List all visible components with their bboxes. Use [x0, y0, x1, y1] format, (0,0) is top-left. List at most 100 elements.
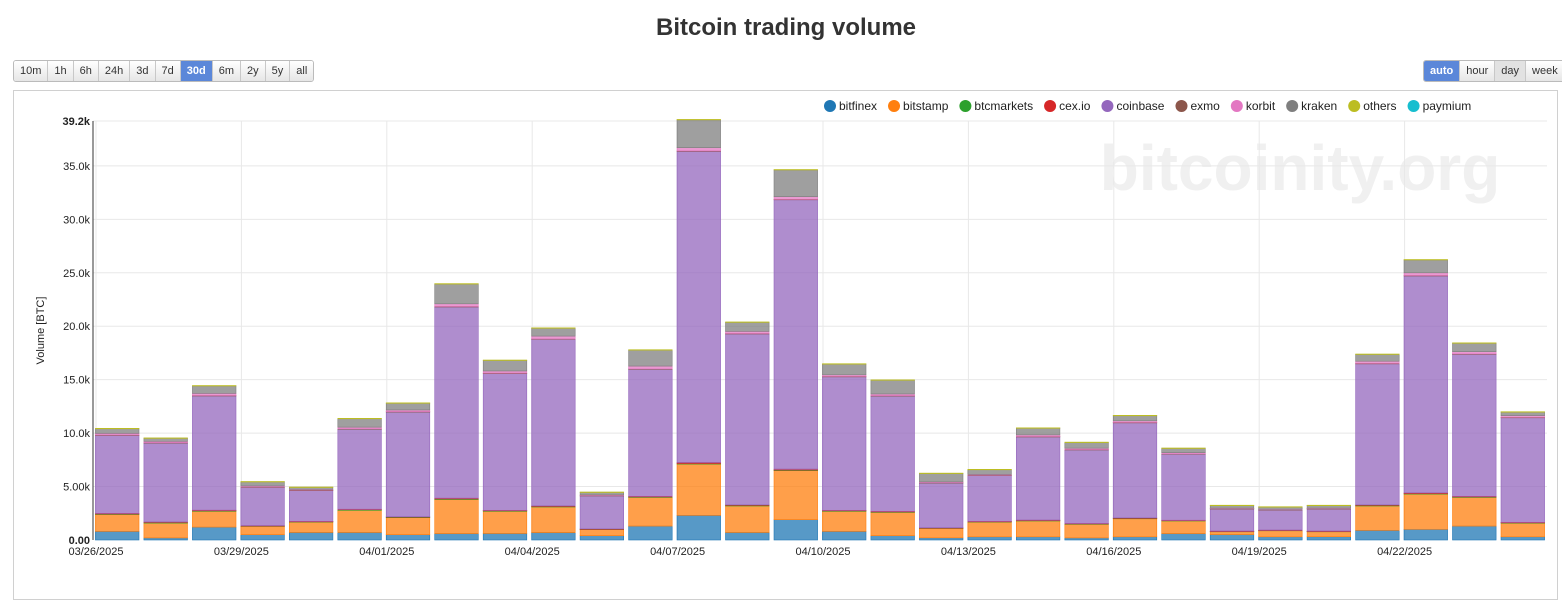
bar-segment-korbit[interactable] [628, 365, 673, 370]
bar-segment-kraken[interactable] [531, 327, 576, 337]
bar-segment-coinbase[interactable] [1403, 275, 1448, 494]
bar-segment-kraken[interactable] [1112, 415, 1158, 422]
bar-segment-bitfinex[interactable] [1452, 525, 1497, 541]
bar-segment-bitfinex[interactable] [385, 534, 431, 541]
bar-segment-bitfinex[interactable] [482, 533, 528, 541]
bar-segment-kraken[interactable] [822, 363, 867, 376]
bar-segment-others[interactable] [725, 321, 770, 323]
bar-segment-coinbase[interactable] [385, 411, 431, 517]
bar-segment-coinbase[interactable] [1452, 353, 1497, 497]
range-2y-button[interactable]: 2y [241, 61, 266, 81]
bar-segment-korbit[interactable] [1403, 272, 1448, 276]
bar-segment-coinbase[interactable] [1500, 417, 1545, 523]
bar-segment-bitstamp[interactable] [143, 522, 188, 539]
bar-segment-coinbase[interactable] [482, 373, 528, 511]
range-3d-button[interactable]: 3d [130, 61, 156, 81]
bar-segment-others[interactable] [192, 385, 237, 387]
bar-segment-others[interactable] [1306, 504, 1351, 507]
range-1h-button[interactable]: 1h [48, 61, 74, 81]
bar-segment-bitstamp[interactable] [1452, 496, 1497, 527]
bar-segment-bitstamp[interactable] [1161, 520, 1206, 534]
bar-segment-others[interactable] [822, 363, 867, 365]
bar-segment-bitfinex[interactable] [1258, 536, 1303, 541]
bar-segment-kraken[interactable] [1015, 427, 1061, 436]
bar-segment-bitstamp[interactable] [1064, 523, 1109, 539]
bar-segment-others[interactable] [1015, 427, 1061, 429]
bar-segment-others[interactable] [628, 349, 673, 351]
bar-segment-bitfinex[interactable] [1355, 530, 1400, 541]
bar-segment-korbit[interactable] [482, 370, 528, 374]
bar-segment-others[interactable] [676, 119, 721, 121]
bar-segment-kraken[interactable] [240, 481, 285, 487]
bar-segment-coinbase[interactable] [337, 428, 382, 510]
legend-item-cex-io[interactable]: cex.io [1059, 99, 1091, 113]
bar-segment-others[interactable] [288, 486, 334, 488]
legend-item-paymium[interactable]: paymium [1423, 99, 1472, 113]
bar-segment-kraken[interactable] [434, 283, 479, 305]
bar-segment-bitstamp[interactable] [967, 521, 1012, 538]
bar-segment-kraken[interactable] [192, 385, 237, 394]
bar-segment-others[interactable] [870, 379, 915, 381]
bar-segment-kraken[interactable] [95, 428, 140, 434]
bar-segment-bitfinex[interactable] [143, 537, 188, 541]
bar-segment-bitstamp[interactable] [1112, 518, 1158, 538]
bar-segment-kraken[interactable] [385, 402, 431, 411]
bar-segment-kraken[interactable] [1403, 259, 1448, 274]
range-10m-button[interactable]: 10m [14, 61, 49, 81]
bar-segment-coinbase[interactable] [1015, 436, 1061, 521]
interval-day-button[interactable]: day [1495, 61, 1527, 81]
bar-segment-coinbase[interactable] [919, 482, 964, 528]
bar-segment-coinbase[interactable] [870, 395, 915, 512]
bar-segment-bitstamp[interactable] [822, 510, 867, 532]
bar-segment-coinbase[interactable] [579, 495, 624, 530]
bar-segment-coinbase[interactable] [725, 333, 770, 506]
range-24h-button[interactable]: 24h [98, 61, 131, 81]
bar-segment-others[interactable] [95, 427, 140, 430]
bar-segment-coinbase[interactable] [1355, 363, 1400, 506]
bar-segment-bitstamp[interactable] [1355, 505, 1400, 531]
bar-segment-others[interactable] [1064, 441, 1109, 443]
bar-segment-bitstamp[interactable] [288, 521, 334, 533]
bar-segment-bitstamp[interactable] [1500, 522, 1545, 538]
bar-segment-coinbase[interactable] [773, 199, 818, 470]
bar-segment-others[interactable] [1161, 447, 1206, 449]
bar-segment-kraken[interactable] [870, 379, 915, 395]
bar-segment-bitfinex[interactable] [240, 534, 285, 541]
bar-segment-bitfinex[interactable] [967, 536, 1012, 541]
bar-segment-bitfinex[interactable] [434, 533, 479, 541]
bar-segment-bitfinex[interactable] [1500, 536, 1545, 541]
bar-segment-bitfinex[interactable] [1015, 536, 1061, 541]
range-30d-button[interactable]: 30d [180, 61, 213, 81]
bar-segment-coinbase[interactable] [967, 474, 1012, 522]
bar-segment-korbit[interactable] [1500, 415, 1545, 418]
bar-segment-bitfinex[interactable] [95, 531, 140, 541]
bar-segment-bitfinex[interactable] [1209, 534, 1255, 541]
bar-segment-bitfinex[interactable] [870, 535, 915, 541]
bar-segment-bitstamp[interactable] [240, 525, 285, 535]
bar-segment-kraken[interactable] [919, 472, 964, 483]
bar-segment-bitfinex[interactable] [725, 532, 770, 541]
bar-segment-coinbase[interactable] [1209, 508, 1255, 532]
range-5y-button[interactable]: 5y [265, 61, 291, 81]
bar-segment-bitfinex[interactable] [192, 526, 237, 541]
bar-segment-kraken[interactable] [967, 469, 1012, 475]
range-all-button[interactable]: all [290, 61, 314, 81]
bar-segment-coinbase[interactable] [1306, 508, 1351, 532]
range-7d-button[interactable]: 7d [155, 61, 181, 81]
bar-segment-coinbase[interactable] [240, 486, 285, 526]
interval-week-button[interactable]: week [1526, 61, 1562, 81]
bar-segment-bitstamp[interactable] [676, 463, 721, 516]
legend-item-btcmarkets[interactable]: btcmarkets [974, 99, 1033, 113]
legend-item-bitfinex[interactable]: bitfinex [839, 99, 877, 113]
legend-item-exmo[interactable]: exmo [1190, 99, 1220, 113]
bar-segment-bitfinex[interactable] [822, 531, 867, 541]
bar-segment-others[interactable] [434, 283, 479, 285]
bar-segment-bitfinex[interactable] [1403, 528, 1448, 541]
bar-segment-bitstamp[interactable] [628, 496, 673, 527]
bar-segment-bitstamp[interactable] [579, 528, 624, 536]
range-6h-button[interactable]: 6h [73, 61, 99, 81]
bar-segment-coinbase[interactable] [192, 395, 237, 511]
bar-segment-kraken[interactable] [725, 321, 770, 332]
bar-segment-others[interactable] [1112, 414, 1158, 417]
bar-segment-kraken[interactable] [1452, 342, 1497, 353]
